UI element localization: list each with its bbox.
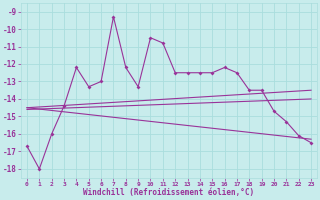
X-axis label: Windchill (Refroidissement éolien,°C): Windchill (Refroidissement éolien,°C): [84, 188, 255, 197]
